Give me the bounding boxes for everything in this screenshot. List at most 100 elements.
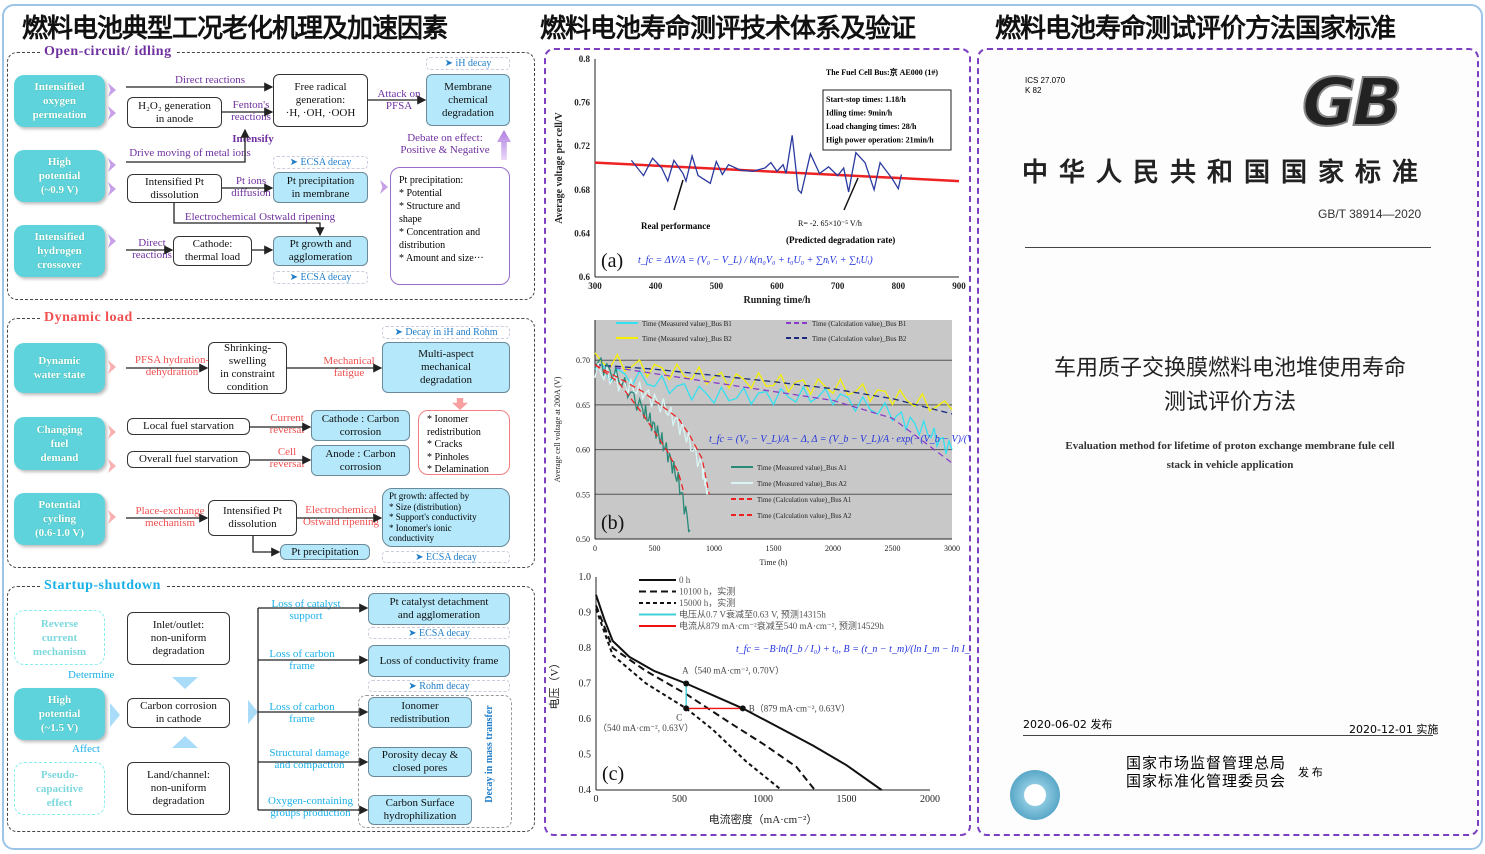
issue-label: 发 布 (1298, 767, 1323, 779)
box-pt-catalyst-detachment: Pt catalyst detachment and agglomeration (368, 593, 510, 625)
x-axis-label: Running time/h (744, 295, 811, 306)
cause-high-potential: High potential (~0.9 V) (14, 150, 105, 202)
point-c-value: （540 mA·cm⁻², 0.63V） (598, 723, 693, 733)
y-tick-label: 0.70 (576, 356, 590, 365)
box-pt-growth: Pt growth and agglomeration (273, 236, 368, 266)
label-loss-carbon-frame-2: Loss of carbon frame (269, 701, 335, 725)
box-mechanical-defects: * Ionomer redistribution * Cracks * Pinh… (418, 410, 510, 475)
x-tick-label: 2000 (825, 544, 841, 553)
annotation-rate: R= -2. 65×10⁻⁵ V/h (798, 219, 862, 228)
data-point-marker (739, 705, 746, 712)
panel-label: (a) (601, 250, 623, 272)
middle-panel (544, 48, 971, 836)
legend-entry: Time (Calculation value)_Bus B2 (812, 335, 907, 343)
label-pt-ions-diffusion: Pt ions diffusion (231, 175, 271, 199)
cause-dynamic-water: Dynamic water state (14, 343, 105, 393)
box-membrane-degradation: Membrane chemical degradation (426, 74, 510, 126)
legend-entry: Time (Measured value)_Bus A1 (757, 464, 847, 472)
issuer-2: 国家标准化管理委员会 (1126, 772, 1287, 790)
box-local-fuel-starvation: Local fuel starvation (127, 418, 250, 435)
series-line-6 (594, 364, 685, 495)
section-heading-startup: Startup-shutdown (40, 578, 165, 594)
legend-entry: 电流从879 mA·cm⁻²衰减至540 mA·cm⁻², 预测14529h (679, 620, 884, 631)
info-line: Idling time: 9min/h (826, 109, 893, 118)
box-anode-carbon-corrosion: Anode : Carbon corrosion (311, 445, 410, 476)
chevron-right-icon (108, 360, 116, 374)
chevron-right-icon (108, 83, 116, 97)
connector-arrow (126, 128, 250, 163)
y-tick-label: 0.6 (579, 272, 591, 282)
box-inlet-outlet: Inlet/outlet: non-uniform degradation (127, 612, 230, 665)
x-tick-label: 900 (952, 281, 966, 291)
chevron-right-icon (108, 182, 116, 196)
box-cathode-thermal-load: Cathode: thermal load (173, 236, 252, 266)
data-point-marker (683, 680, 690, 687)
tag-rohm-decay: ➤ Rohm decay (368, 680, 510, 692)
box-cathode-carbon-corrosion: Cathode : Carbon corrosion (311, 410, 410, 441)
label-direct-reactions: Direct reactions (175, 74, 245, 86)
box-ionomer-redistribution: Ionomer redistribution (368, 697, 472, 728)
box-pt-precipitation-factors: Pt precipitation: * Potential * Structur… (390, 167, 510, 285)
tag-ecsa-decay-4: ➤ ECSA decay (368, 627, 510, 639)
box-loss-conductivity-frame: Loss of conductivity frame (368, 645, 510, 677)
right-panel-title: 燃料电池寿命测试评价方法国家标准 (995, 14, 1396, 44)
annotation-predicted: (Predicted degradation rate) (786, 235, 895, 245)
cause-hydrogen-crossover: Intensified hydrogen crossover (14, 225, 105, 277)
tag-ih-decay: ➤ iH decay (426, 57, 510, 70)
y-tick-label: 0.50 (576, 535, 590, 544)
label-affect: Affect (72, 743, 100, 755)
panel-label: (b) (601, 512, 624, 534)
connector-arrow (173, 203, 325, 237)
label-determine: Determine (68, 669, 115, 681)
legend-entry: Time (Measured value)_Bus B2 (642, 335, 732, 343)
block-arrow-icon (110, 703, 120, 727)
y-tick-label: 1.0 (579, 572, 592, 583)
y-tick-label: 0.65 (576, 401, 590, 410)
label-debate-on-effect: Debate on effect: Positive & Negative (400, 132, 490, 156)
box-multi-aspect-degradation: Multi-aspect mechanical degradation (382, 342, 510, 393)
y-tick-label: 0.72 (574, 141, 590, 151)
label-direct-reactions-2: Direct reactions (132, 237, 172, 261)
chevron-right-icon (108, 158, 116, 172)
y-axis-label: Average cell voltage at 200A (V) (553, 376, 562, 482)
series-line-1 (595, 605, 816, 791)
y-tick-label: 0.5 (579, 750, 592, 761)
series-line-2 (594, 364, 953, 464)
right-panel (977, 48, 1479, 836)
label-attack-pfsa: Attack on PFSA (377, 88, 421, 112)
tag-ecsa-decay-3: ➤ ECSA decay (382, 551, 510, 563)
y-tick-label: 0.9 (579, 608, 592, 619)
panel-label: (c) (602, 763, 624, 785)
diagram-connectors (126, 82, 427, 815)
y-tick-label: 0.60 (576, 446, 590, 455)
label-drive-moving: Drive moving of metal ions (129, 147, 251, 159)
legend-entry: Time (Measured value)_Bus B1 (642, 320, 732, 328)
chart-a: 0.6 0.64 0.68 0.72 0.76 0.8 300 400 500 600 700 800… (554, 54, 966, 306)
legend-entry: Time (Measured value)_Bus A2 (757, 480, 847, 488)
pointer-arrow (673, 179, 684, 211)
x-tick-label: 3000 (944, 544, 960, 553)
tag-ecsa-decay: ➤ ECSA decay (273, 156, 368, 169)
box-pt-dissolution-2: Intensified Pt dissolution (208, 500, 297, 536)
x-tick-label: 300 (588, 281, 602, 291)
x-axis-label: 电流密度（mA·cm⁻²） (709, 812, 818, 826)
top-rule (1025, 247, 1431, 248)
x-tick-label: 0 (593, 544, 597, 553)
x-tick-label: 500 (649, 544, 661, 553)
section-heading-open-circuit: Open-circuit/ idling (40, 44, 176, 60)
legend-entry: Time (Calculation value)_Bus B1 (812, 320, 907, 328)
plot-background (595, 320, 952, 539)
box-overall-fuel-starvation: Overall fuel starvation (127, 451, 250, 468)
box-pt-precipitation-membrane: Pt precipitation in membrane (273, 172, 368, 203)
x-tick-label: 500 (710, 281, 724, 291)
middle-panel-title: 燃料电池寿命测评技术体系及验证 (540, 14, 916, 44)
box-h2o2-generation: H₂O₂ generation in anode (127, 97, 222, 128)
legend-entry: Time (Calculation value)_Bus A1 (757, 496, 852, 504)
section-open-circuit (7, 52, 535, 300)
x-tick-label: 1500 (837, 794, 857, 805)
x-tick-label: 800 (892, 281, 906, 291)
label-loss-carbon-frame: Loss of carbon frame (269, 648, 335, 672)
chevron-right-icon (108, 510, 116, 524)
chevron-right-icon (108, 459, 116, 473)
data-point-marker (683, 705, 690, 712)
